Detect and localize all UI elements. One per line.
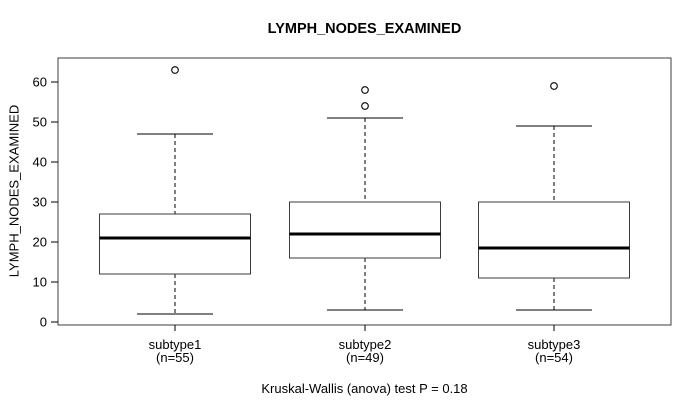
iqr-box — [98, 213, 252, 275]
iqr-box — [477, 201, 631, 279]
group-label: subtype2 — [339, 337, 392, 352]
y-axis-tick-label: 0 — [40, 315, 47, 330]
y-axis-tick-label: 60 — [33, 75, 47, 90]
y-axis-tick-label: 30 — [33, 195, 47, 210]
group-label: subtype1 — [149, 337, 202, 352]
stats-caption: Kruskal-Wallis (anova) test P = 0.18 — [261, 381, 468, 396]
y-axis-tick-label: 50 — [33, 115, 47, 130]
outlier-point — [171, 66, 179, 74]
outlier-point — [550, 82, 558, 90]
y-axis-tick-label: 20 — [33, 235, 47, 250]
y-axis-tick-label: 40 — [33, 155, 47, 170]
outlier-point — [361, 86, 369, 94]
chart-title: LYMPH_NODES_EXAMINED — [267, 21, 462, 37]
outlier-point — [361, 102, 369, 110]
group-label: subtype3 — [528, 337, 581, 352]
group-n-label: (n=54) — [535, 350, 573, 365]
y-axis-tick-label: 10 — [33, 275, 47, 290]
group-n-label: (n=55) — [156, 350, 194, 365]
iqr-box — [288, 201, 442, 259]
group-n-label: (n=49) — [346, 350, 384, 365]
